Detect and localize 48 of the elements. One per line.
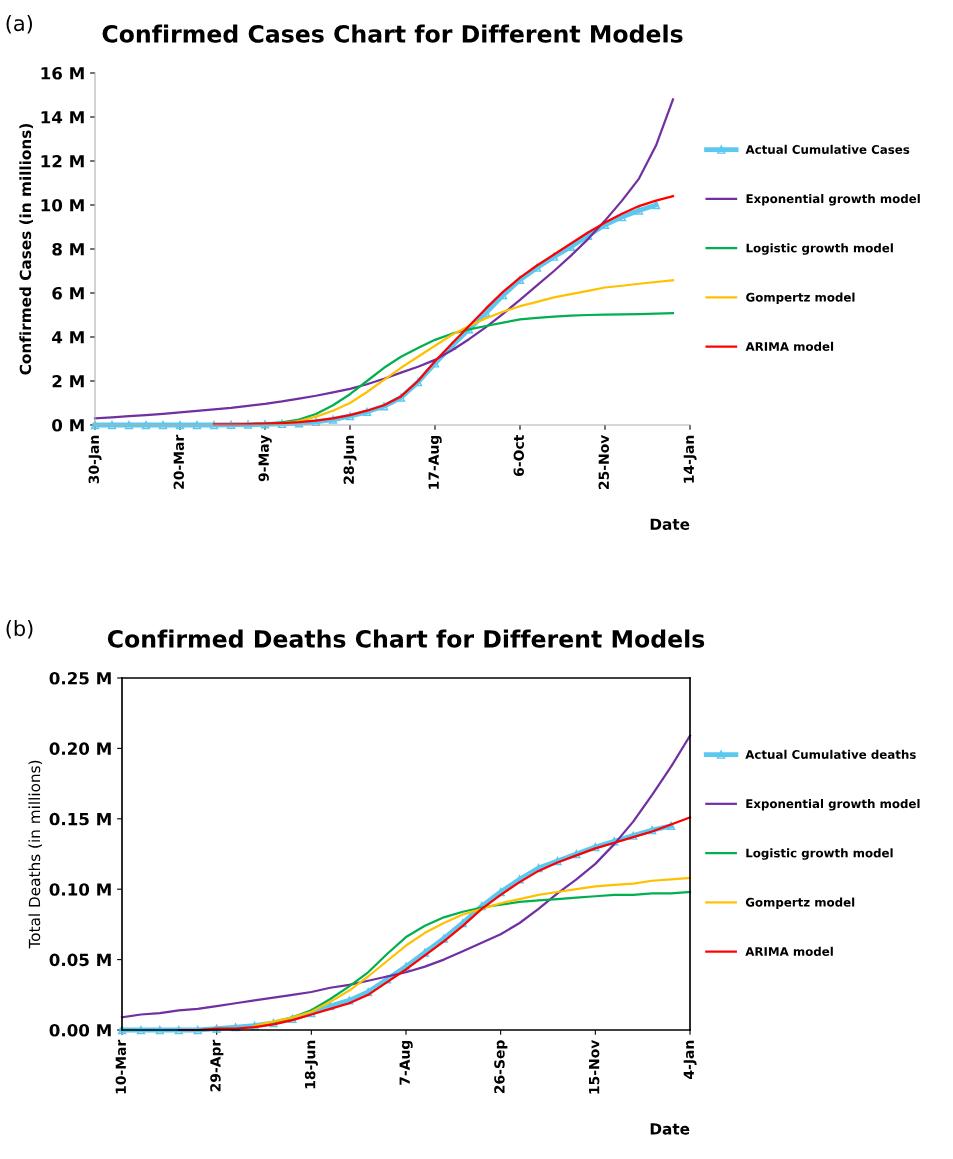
legend-label: Logistic growth model [746,848,893,860]
x-tick-label: 28-Jun [343,435,357,484]
y-tick-label: 0.10 M [49,883,111,896]
chart-title: Confirmed Cases Chart for Different Models [102,24,683,43]
x-tick-label: 18-Jun [304,1040,318,1089]
chart-title: Confirmed Deaths Chart for Different Models [107,629,705,648]
x-tick-label: 17-Aug [428,435,442,489]
legend-label: Exponential growth model [746,193,920,206]
x-tick-label: 6-Oct [513,435,525,476]
legend-label: Actual Cumulative deaths [745,749,916,759]
y-tick-label: 12 M [41,154,84,168]
y-tick-label: 0 M [52,418,84,432]
legend-label: Gompertz model [745,897,855,910]
y-tick-label: 2 M [52,374,84,388]
x-axis-title: Date [650,518,690,530]
y-tick-label: 10 M [41,198,84,212]
x-tick-label: 20-Mar [173,434,185,489]
y-tick-label: 0.00 M [49,1023,111,1037]
legend-label: Actual Cumulative Cases [745,144,910,154]
x-tick-label: 14-Jan [683,435,697,483]
y-tick-label: 0.25 M [49,671,111,685]
x-tick-label: 7-Aug [399,1040,413,1085]
x-tick-label: 10-Mar [115,1039,127,1094]
x-tick-label: 4-Jan [683,1040,697,1079]
x-tick-label: 30-Jan [88,435,102,484]
legend-label: Exponential growth model [746,798,920,811]
y-tick-label: 6 M [52,286,84,300]
legend-label: ARIMA model [745,341,834,351]
legend-label: ARIMA model [745,946,833,956]
x-tick-label: 9-May [258,434,272,482]
x-tick-label: 25-Nov [598,434,610,489]
y-axis-title: Confirmed Cases (in millions) [19,123,33,375]
x-axis-title: Date [650,1123,690,1135]
y-tick-label: 0.05 M [49,953,111,967]
x-tick-label: 26-Sep [494,1040,508,1094]
legend-label: Gompertz model [746,292,855,305]
y-tick-label: 16 M [41,66,84,80]
x-tick-label: 29-Apr [210,1039,224,1092]
y-tick-label: 14 M [41,111,84,124]
text: (a) [6,15,32,34]
y-tick-label: 0.20 M [49,742,111,755]
text: (b) [6,620,33,639]
x-tick-label: 15-Nov [589,1039,600,1094]
legend-label: Logistic growth model [746,243,893,255]
y-tick-label: 0.15 M [49,812,111,826]
y-tick-label: 8 M [52,242,84,256]
y-tick-label: 4 M [52,331,84,344]
y-axis-title: Total Deaths (in millions) [28,760,43,949]
